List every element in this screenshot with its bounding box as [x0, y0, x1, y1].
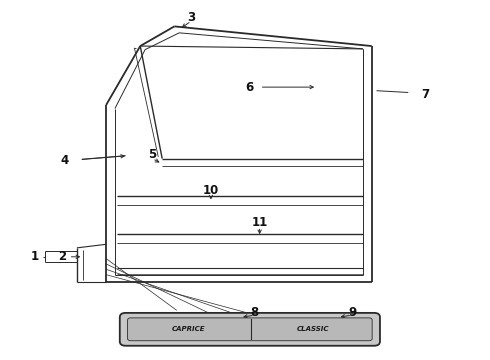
Text: 8: 8 [250, 306, 259, 319]
Text: 4: 4 [61, 154, 69, 167]
Text: 1: 1 [30, 250, 39, 263]
Text: 11: 11 [251, 216, 268, 229]
Text: 3: 3 [187, 11, 196, 24]
Text: 10: 10 [203, 184, 219, 197]
Text: 7: 7 [421, 88, 429, 101]
FancyBboxPatch shape [127, 318, 372, 341]
Text: 5: 5 [148, 148, 156, 162]
Text: CAPRICE: CAPRICE [172, 326, 206, 332]
Text: 6: 6 [246, 81, 254, 94]
Text: 2: 2 [58, 250, 66, 263]
FancyBboxPatch shape [120, 313, 380, 346]
Text: CLASSIC: CLASSIC [297, 326, 329, 332]
Text: 9: 9 [348, 306, 356, 319]
